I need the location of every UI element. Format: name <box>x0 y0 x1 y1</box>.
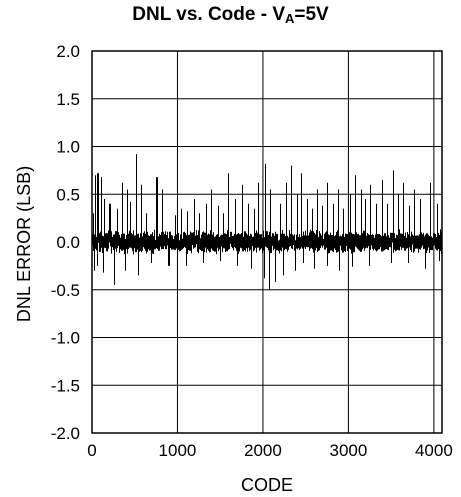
x-tick-label: 0 <box>87 441 96 460</box>
y-tick-label: -2.0 <box>51 424 80 443</box>
y-tick-label: 1.5 <box>56 90 80 109</box>
y-tick-label: -1.0 <box>51 329 80 348</box>
chart-title-subscript: A <box>285 11 295 26</box>
chart-title-suffix: =5V <box>294 4 329 25</box>
plot-frame <box>91 50 443 434</box>
chart-title: DNL vs. Code - VA=5V <box>0 4 461 26</box>
y-axis-label: DNL ERROR (LSB) <box>14 166 34 322</box>
chart-title-prefix: DNL vs. Code - V <box>132 4 285 25</box>
x-tick-label: 4000 <box>415 441 453 460</box>
x-axis-label: CODE <box>241 475 293 495</box>
y-tick-label: 2.0 <box>56 42 80 61</box>
x-tick-label: 2000 <box>244 441 282 460</box>
x-tick-label: 1000 <box>159 441 197 460</box>
x-tick-labels: 0 1000 2000 3000 4000 <box>87 441 453 460</box>
dnl-trace <box>92 154 442 290</box>
dnl-series-line <box>92 154 442 290</box>
y-tick-label: 0.5 <box>56 185 80 204</box>
y-tick-label: 1.0 <box>56 138 80 157</box>
y-tick-label: 0.0 <box>56 233 80 252</box>
y-tick-label: -0.5 <box>51 281 80 300</box>
x-tick-label: 3000 <box>329 441 367 460</box>
y-tick-labels: 2.0 1.5 1.0 0.5 0.0 -0.5 -1.0 -1.5 -2.0 <box>51 42 80 443</box>
y-tick-label: -1.5 <box>51 376 80 395</box>
